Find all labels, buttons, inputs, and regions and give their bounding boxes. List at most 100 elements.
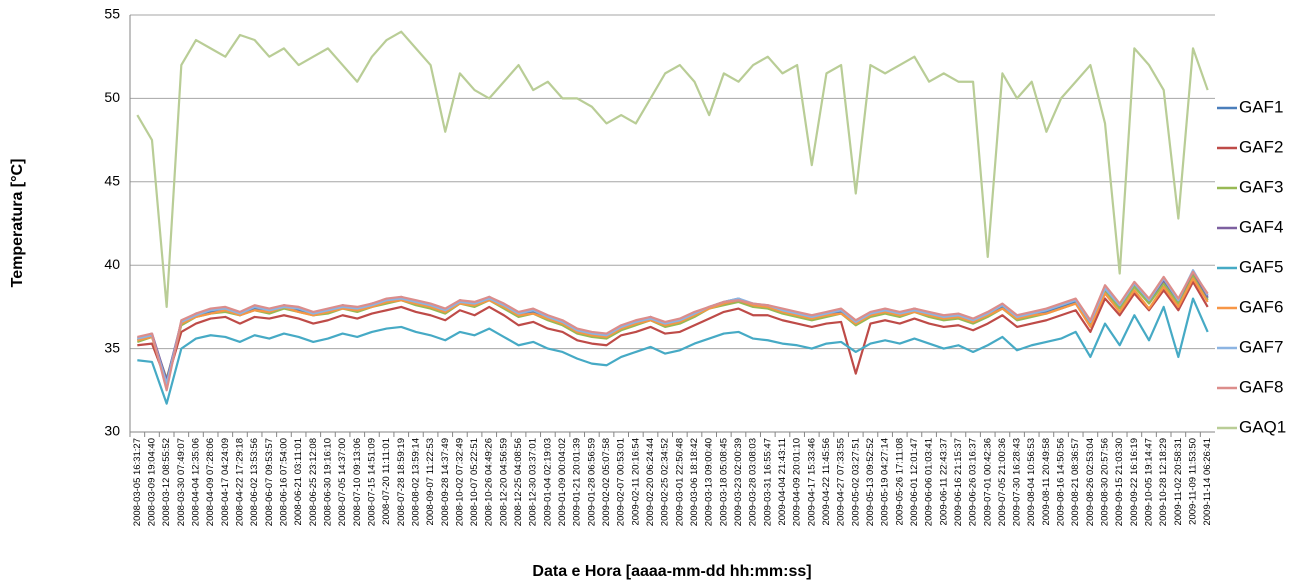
y-tick-label: 45: [104, 173, 120, 189]
x-tick-label: 2008-03-05 16:31:27: [132, 438, 143, 526]
x-tick-label: 2009-11-09 11:53:50: [1188, 438, 1199, 525]
x-tick-label: 2009-03-01 22:50:48: [674, 438, 685, 526]
x-tick-label: 2008-07-15 14:51:09: [366, 438, 377, 526]
x-tick-label: 2009-01-21 20:01:39: [572, 438, 583, 526]
x-tick-label: 2009-08-04 10:56:53: [1026, 438, 1037, 526]
x-tick-label: 2008-06-07 09:53:57: [264, 438, 275, 526]
x-tick-label: 2009-04-17 15:33:46: [806, 438, 817, 526]
x-tick-label: 2009-10-28 12:18:29: [1158, 438, 1169, 526]
x-tick-label: 2009-05-26 17:11:08: [894, 438, 905, 526]
x-tick-label: 2008-12-20 04:56:59: [498, 438, 509, 526]
legend-label: GAF5: [1239, 257, 1283, 276]
x-tick-label: 2009-06-16 21:15:37: [953, 438, 964, 526]
x-tick-label: 2009-10-05 19:14:47: [1144, 438, 1155, 526]
series-line: [136, 272, 1209, 384]
series-line: [137, 269, 1209, 385]
x-tick-label: 2009-04-09 20:01:10: [792, 438, 803, 526]
x-tick-label: 2009-11-14 06:26:41: [1202, 438, 1213, 526]
x-tick-label: 2008-03-30 07:49:07: [176, 438, 187, 526]
x-tick-label: 2008-04-04 12:35:06: [190, 438, 201, 526]
x-tick-label: 2009-07-05 21:00:36: [997, 438, 1008, 526]
x-tick-label: 2008-10-26 04:49:26: [484, 438, 495, 526]
x-tick-label: 2009-01-09 00:04:02: [557, 438, 568, 526]
x-tick-label: 2009-01-28 06:56:59: [586, 438, 597, 526]
legend-label: GAQ1: [1239, 417, 1286, 436]
x-tick-label: 2009-06-06 01:03:41: [924, 438, 935, 526]
x-tick-label: 2008-08-02 13:59:14: [410, 438, 421, 526]
x-tick-label: 2009-03-28 03:08:03: [748, 438, 759, 526]
x-tick-label: 2008-06-25 23:12:08: [308, 438, 319, 526]
legend-label: GAF8: [1239, 377, 1283, 396]
y-tick-label: 35: [104, 339, 120, 355]
x-tick-label: 2009-03-23 02:00:39: [733, 438, 744, 526]
x-tick-label: 2008-12-25 04:08:56: [513, 438, 524, 526]
x-tick-label: 2008-07-05 14:37:00: [337, 438, 348, 526]
x-tick-label: 2009-02-07 00:53:01: [616, 438, 627, 526]
series-line: [137, 277, 1209, 387]
x-tick-label: 2009-03-06 18:18:42: [689, 438, 700, 526]
x-tick-label: 2009-03-13 09:00:40: [704, 438, 715, 526]
x-tick-label: 2009-11-02 20:58:31: [1173, 438, 1184, 526]
x-tick-label: 2008-06-30 19:16:10: [322, 438, 333, 526]
x-tick-label: 2009-02-11 20:16:54: [630, 438, 641, 526]
legend-label: GAF4: [1239, 217, 1283, 236]
series-line: [136, 30, 1209, 308]
x-tick-label: 2009-08-26 02:53:04: [1085, 438, 1096, 526]
series-line: [137, 270, 1209, 392]
x-tick-label: 2009-07-01 00:42:36: [982, 438, 993, 526]
x-tick-label: 2009-01-04 02:19:03: [542, 438, 553, 526]
x-tick-label: 2008-07-28 18:59:19: [396, 438, 407, 526]
x-tick-label: 2008-06-21 03:11:01: [293, 438, 304, 526]
x-tick-label: 2008-04-22 17:29:18: [234, 438, 245, 526]
x-tick-label: 2009-04-22 11:45:56: [821, 438, 832, 526]
x-tick-label: 2008-07-10 09:13:06: [352, 438, 363, 526]
y-tick-label: 40: [104, 256, 120, 272]
x-tick-label: 2008-03-12 08:55:52: [161, 438, 172, 526]
x-tick-label: 2008-12-30 03:37:01: [528, 438, 539, 526]
x-tick-label: 2008-07-20 11:11:01: [381, 438, 392, 525]
y-tick-label: 30: [104, 423, 120, 439]
x-tick-label: 2009-03-18 05:08:45: [718, 438, 729, 526]
legend-label: GAF6: [1239, 297, 1283, 316]
x-tick-label: 2009-04-04 21:43:11: [777, 438, 788, 526]
x-tick-label: 2009-03-31 16:55:47: [762, 438, 773, 526]
x-tick-label: 2009-08-11 20:49:58: [1041, 438, 1052, 526]
x-tick-label: 2008-04-17 04:24:09: [220, 438, 231, 526]
series-line: [137, 280, 1209, 384]
x-tick-label: 2009-05-02 03:27:51: [850, 438, 861, 526]
series-line: [136, 274, 1209, 380]
x-tick-label: 2008-10-02 07:32:49: [454, 438, 465, 526]
x-tick-label: 2009-06-01 12:01:47: [909, 438, 920, 526]
x-tick-label: 2008-06-16 07:54:00: [278, 438, 289, 526]
x-tick-label: 2009-02-25 02:34:52: [660, 438, 671, 526]
x-tick-label: 2009-06-11 22:43:37: [938, 438, 949, 526]
x-tick-label: 2009-09-22 16:16:19: [1129, 438, 1140, 526]
x-tick-label: 2009-06-26 03:16:37: [968, 438, 979, 526]
legend-label: GAF3: [1239, 177, 1283, 196]
x-tick-label: 2009-02-20 06:24:44: [645, 438, 656, 526]
y-axis-title: Temperatura [°C]: [9, 159, 26, 288]
x-tick-label: 2009-02-02 05:07:58: [601, 438, 612, 526]
x-tick-label: 2009-08-21 08:36:57: [1070, 438, 1081, 526]
x-axis-title: Data e Hora [aaaa-mm-dd hh:mm:ss]: [532, 563, 811, 580]
x-tick-label: 2009-05-13 09:52:52: [865, 438, 876, 526]
x-tick-label: 2008-06-02 13:53:56: [249, 438, 260, 526]
legend-label: GAF7: [1239, 337, 1283, 356]
x-tick-label: 2008-09-28 14:37:49: [440, 438, 451, 526]
y-tick-label: 50: [104, 89, 120, 105]
x-tick-label: 2009-07-30 16:28:43: [1012, 438, 1023, 526]
x-tick-label: 2009-09-15 21:03:30: [1114, 438, 1125, 526]
x-tick-label: 2009-04-27 07:33:55: [836, 438, 847, 526]
legend-label: GAF2: [1239, 137, 1283, 156]
x-tick-label: 2008-04-09 07:28:06: [205, 438, 216, 526]
x-tick-label: 2008-10-07 05:22:51: [469, 438, 480, 526]
legend-label: GAF1: [1239, 97, 1283, 116]
x-tick-label: 2009-08-30 20:57:56: [1100, 438, 1111, 526]
series-line: [137, 297, 1209, 405]
x-tick-label: 2008-09-07 11:22:53: [425, 438, 436, 526]
x-tick-label: 2009-08-16 14:50:56: [1056, 438, 1067, 526]
x-tick-label: 2008-03-09 19:04:40: [147, 438, 158, 526]
y-tick-label: 55: [104, 6, 120, 22]
x-tick-label: 2009-05-19 04:27:14: [880, 438, 891, 526]
